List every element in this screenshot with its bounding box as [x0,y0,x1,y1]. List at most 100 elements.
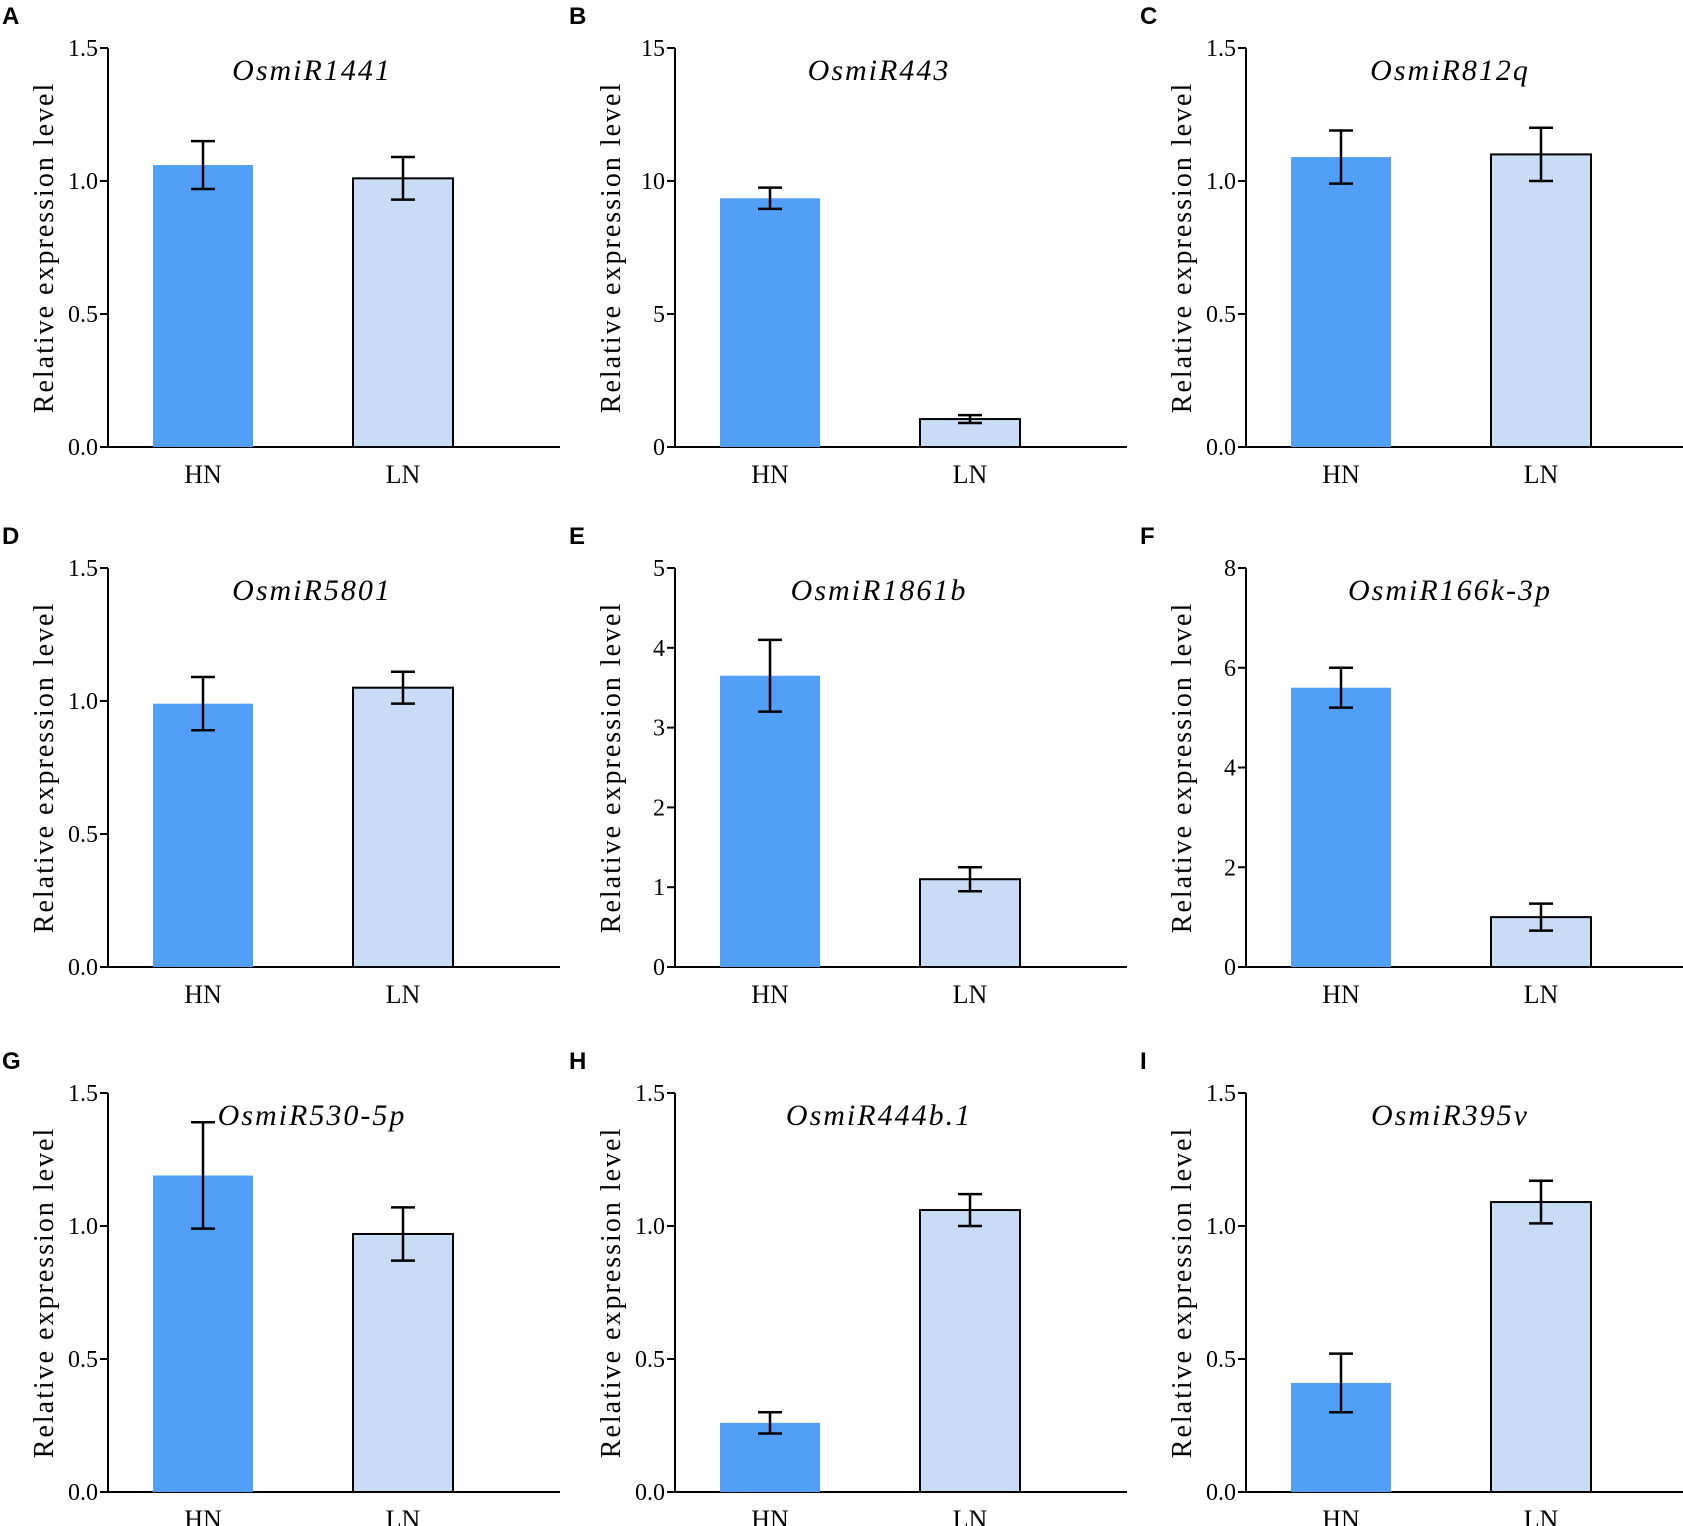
x-tick-label-hn: HN [1322,460,1360,489]
y-tick-label: 2 [653,795,665,821]
y-tick-label: 1.0 [68,169,98,195]
x-tick-label-ln: LN [386,1505,421,1526]
panel-letter: E [569,523,585,550]
chart-title: OsmiR530-5p [218,1099,407,1132]
y-tick-label: 1.5 [1206,36,1236,62]
y-tick-label: 6 [1224,656,1236,682]
y-tick-label: 0 [653,955,665,981]
error-bar-ln [958,413,982,425]
y-tick-label: 0.5 [68,1347,98,1373]
x-tick-label-hn: HN [751,1505,789,1526]
y-tick-label: 0.0 [635,1480,665,1506]
error-bar-hn [758,638,782,713]
panel-letter: B [569,3,586,30]
error-bar-ln [1529,1179,1553,1225]
y-tick-label: 2 [1224,855,1236,881]
bar-hn [153,165,253,448]
error-bar-ln [391,670,415,705]
bar-ln [1490,153,1592,448]
y-axis-label: Relative expression level [1167,82,1198,413]
y-tick-label: 3 [653,716,665,742]
y-tick-label: 1.0 [635,1214,665,1240]
chart-panel-f: F OsmiR166k-3p Relative expression level 0 2… [1140,523,1683,1009]
panel-letter: I [1140,1048,1147,1075]
y-tick-label: 0.0 [68,955,98,981]
error-bar-hn [191,675,215,732]
bar-hn [720,198,820,447]
y-tick-label: 5 [653,556,665,582]
y-tick-label: 4 [653,636,665,662]
x-tick-label-ln: LN [386,980,421,1009]
chart-panel-c: C OsmiR812q Relative expression level 0.0 0.… [1140,3,1683,489]
error-bar-ln [1529,902,1553,932]
x-tick-label-hn: HN [184,1505,222,1526]
error-bar-hn [758,1410,782,1435]
y-axis-label: Relative expression level [1167,602,1198,933]
bar-hn [720,675,820,967]
y-axis-label: Relative expression level [29,82,60,413]
y-tick-label: 1.5 [68,556,98,582]
chart-panel-a: A OsmiR1441 Relative expression level 0.0 0.… [2,3,560,489]
chart-title: OsmiR5801 [232,574,392,607]
y-tick-label: 5 [653,302,665,328]
chart-panel-h: H OsmiR444b.1 Relative expression level 0.0… [569,1048,1127,1526]
panel-letter: F [1140,523,1155,550]
x-tick-label-hn: HN [1322,980,1360,1009]
y-tick-label: 1 [653,875,665,901]
bar-hn [1291,157,1391,447]
y-tick-label: 1.5 [635,1081,665,1107]
x-tick-label-ln: LN [1524,460,1559,489]
error-bar-hn [1329,1352,1353,1414]
chart-title: OsmiR443 [808,54,951,87]
y-tick-label: 15 [641,36,665,62]
error-bar-hn [1329,666,1353,709]
panel-letter: A [2,3,19,30]
y-tick-label: 0.5 [68,822,98,848]
bar-ln [352,177,454,448]
x-tick-label-ln: LN [953,1505,988,1526]
chart-panel-d: D OsmiR5801 Relative expression level 0.0 0.… [2,523,560,1009]
y-tick-label: 0.5 [635,1347,665,1373]
error-bar-hn [1329,129,1353,185]
y-axis-label: Relative expression level [596,1127,627,1458]
y-tick-label: 0.0 [1206,435,1236,461]
y-tick-label: 0.5 [1206,1347,1236,1373]
y-tick-label: 0.0 [68,1480,98,1506]
error-bar-ln [958,1192,982,1228]
y-axis-label: Relative expression level [596,602,627,933]
x-tick-label-hn: HN [184,980,222,1009]
chart-title: OsmiR812q [1370,54,1530,87]
y-axis-label: Relative expression level [596,82,627,413]
error-bar-ln [958,866,982,893]
y-tick-label: 0.0 [1206,1480,1236,1506]
y-axis-label: Relative expression level [1167,1127,1198,1458]
bar-hn [1291,687,1391,967]
y-tick-label: 1.0 [68,1214,98,1240]
y-tick-label: 1.5 [1206,1081,1236,1107]
panel-letter: D [2,523,19,550]
error-bar-ln [391,1206,415,1262]
bar-ln [352,1232,454,1493]
chart-panel-e: E OsmiR1861b Relative expression level 0 1 2 3… [569,523,1127,1009]
chart-title: OsmiR1861b [791,574,968,607]
bar-ln [919,878,1021,968]
panel-letter: G [2,1048,21,1075]
chart-title: OsmiR444b.1 [786,1099,972,1132]
y-tick-label: 0 [653,435,665,461]
x-tick-label-ln: LN [1524,980,1559,1009]
chart-panel-i: I OsmiR395v Relative expression level 0.0 0.… [1140,1048,1683,1526]
bar-hn [153,703,253,967]
chart-title: OsmiR395v [1371,1099,1529,1132]
error-bar-hn [758,186,782,211]
x-tick-label-ln: LN [1524,1505,1559,1526]
error-bar-ln [1529,126,1553,183]
panel-letter: H [569,1048,586,1075]
y-tick-label: 0.5 [1206,302,1236,328]
bar-ln [1490,1201,1592,1493]
x-tick-label-ln: LN [386,460,421,489]
y-tick-label: 0.5 [68,302,98,328]
x-tick-label-ln: LN [953,460,988,489]
y-tick-label: 8 [1224,556,1236,582]
error-bar-hn [191,139,215,191]
